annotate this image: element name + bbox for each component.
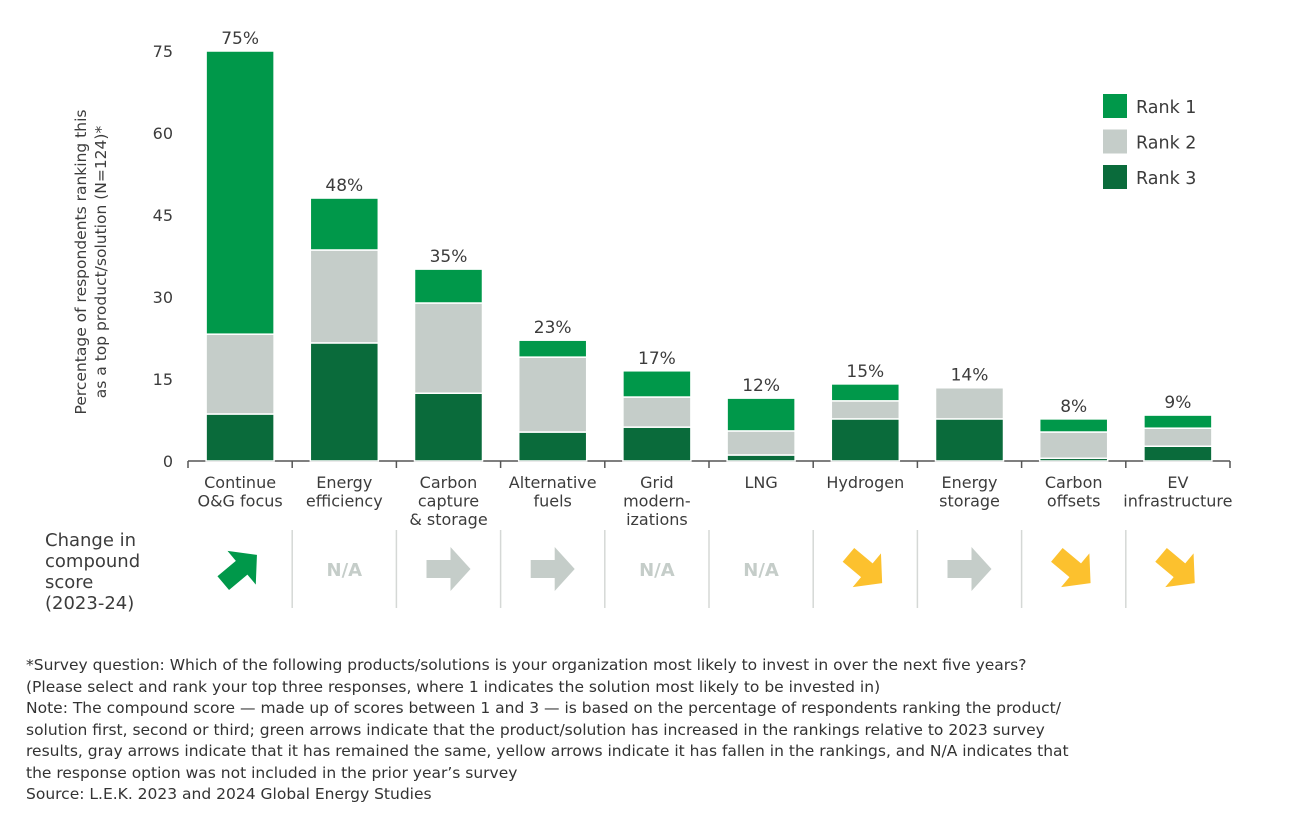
bar-segment-rank-3 [934, 418, 1005, 462]
x-tick-label: LNG [744, 473, 777, 492]
arrow-down-right-icon [1155, 547, 1195, 588]
x-tick-label: Hydrogen [826, 473, 904, 492]
na-label: N/A [743, 560, 779, 581]
y-tick-label: 15 [153, 370, 173, 389]
bar-segment-rank-2 [1038, 431, 1109, 460]
x-tick-label: Energy [316, 473, 372, 492]
change-row-label: score [45, 572, 93, 593]
bar-segment-rank-1 [1143, 414, 1213, 429]
arrow-right-icon [426, 547, 471, 591]
arrow-down-right-icon [842, 547, 883, 588]
footnotes: *Survey question: Which of the following… [26, 655, 1276, 806]
y-tick-label: 0 [163, 452, 173, 471]
legend-swatch [1103, 165, 1127, 189]
bar-segment-rank-3 [1143, 445, 1213, 462]
total-label: 8% [1060, 397, 1087, 417]
total-label: 23% [534, 318, 572, 338]
y-tick-label: 75 [153, 42, 173, 61]
footnote-line: results, gray arrows indicate that it ha… [26, 742, 1069, 760]
footnote-line: (Please select and rank your top three r… [26, 677, 881, 696]
total-label: 14% [951, 366, 989, 386]
total-label: 17% [638, 349, 676, 369]
y-tick-label: 45 [153, 206, 173, 225]
y-axis-label-line: Percentage of respondents ranking this [72, 110, 90, 415]
x-tick-label: Carbon [420, 473, 478, 492]
bar-segment-rank-1 [830, 383, 901, 402]
change-row-label: compound [45, 551, 140, 572]
arrow-right-icon [530, 547, 575, 591]
x-tick-label: Alternative [509, 473, 597, 492]
bar-segment-rank-1 [622, 370, 692, 398]
legend-swatch [1103, 94, 1127, 118]
footnote-line: solution first, second or third; green a… [26, 720, 1045, 739]
total-label: 9% [1164, 393, 1191, 413]
change-row-label: (2023-24) [45, 593, 134, 614]
bar-segment-rank-1 [1038, 418, 1109, 433]
y-axis-label-line: as a top product/solution (N=124)* [92, 126, 110, 399]
legend-label: Rank 1 [1136, 98, 1196, 118]
total-label: 48% [325, 176, 363, 196]
legend-label: Rank 2 [1136, 134, 1196, 154]
bar-segment-rank-3 [517, 431, 588, 462]
x-tick-label: izations [626, 510, 688, 529]
bar-segment-rank-1 [517, 339, 588, 358]
total-label: 12% [742, 376, 780, 396]
bar-segment-rank-3 [830, 418, 901, 462]
x-tick-label: infrastructure [1123, 492, 1232, 511]
arrow-up-right-icon [217, 550, 257, 591]
bar-segment-rank-2 [413, 302, 484, 394]
bar-segment-rank-2 [205, 333, 275, 415]
y-tick-label: 60 [153, 124, 173, 143]
stacked-bar-chart: 0 15 30 45 60 75 Percentage of respondents ran… [45, 29, 1233, 614]
bar-segment-rank-3 [205, 413, 275, 462]
bar-segment-rank-3 [726, 454, 796, 462]
x-tick-label: offsets [1047, 492, 1101, 511]
legend-swatch [1103, 129, 1127, 154]
na-label: N/A [327, 560, 363, 581]
x-tick-label: modern- [623, 492, 691, 511]
footnote-line: the response option was not included in … [26, 763, 518, 782]
bar-segment-rank-1 [726, 397, 796, 432]
y-tick-label: 30 [153, 288, 173, 307]
change-row-label: Change in [45, 530, 136, 551]
total-label: 35% [430, 247, 468, 267]
x-tick-label: storage [939, 492, 1000, 511]
bar-segment-rank-3 [309, 342, 380, 462]
x-tick-label: Continue [204, 473, 276, 492]
arrow-right-icon [947, 547, 992, 591]
bar-segment-rank-3 [622, 426, 692, 462]
x-tick-label: O&G focus [197, 492, 282, 511]
bar-segment-rank-1 [413, 268, 484, 304]
total-label: 15% [846, 362, 884, 382]
y-axis-label: Percentage of respondents ranking this as… [72, 110, 110, 415]
na-label: N/A [639, 560, 675, 581]
bar-segment-rank-1 [309, 197, 380, 251]
footnote-line: *Survey question: Which of the following… [26, 656, 1027, 674]
footnote-line: Note: The compound score — made up of sc… [26, 699, 1061, 717]
bar-segment-rank-2 [726, 430, 796, 456]
x-tick-label: Energy [941, 473, 997, 492]
total-label: 75% [221, 29, 259, 49]
bar-segment-rank-2 [934, 386, 1005, 420]
bar-segment-rank-2 [622, 396, 692, 428]
legend-label: Rank 3 [1136, 169, 1196, 189]
x-tick-label: fuels [533, 492, 571, 511]
bar-segment-rank-2 [517, 356, 588, 433]
x-tick-label: capture [418, 492, 479, 511]
bar-segment-rank-2 [830, 400, 901, 420]
x-tick-label: EV [1167, 473, 1188, 492]
source-line: Source: L.E.K. 2023 and 2024 Global Ener… [26, 785, 432, 803]
x-tick-label: & storage [409, 510, 487, 529]
arrow-down-right-icon [1051, 547, 1091, 588]
x-tick-label: efficiency [306, 492, 383, 511]
bar-segment-rank-2 [309, 249, 380, 344]
bar-segment-rank-2 [1143, 427, 1213, 447]
x-tick-label: Carbon [1045, 473, 1103, 492]
bar-segment-rank-3 [413, 392, 484, 462]
bar-segment-rank-1 [205, 50, 275, 335]
x-tick-label: Grid [640, 473, 674, 492]
